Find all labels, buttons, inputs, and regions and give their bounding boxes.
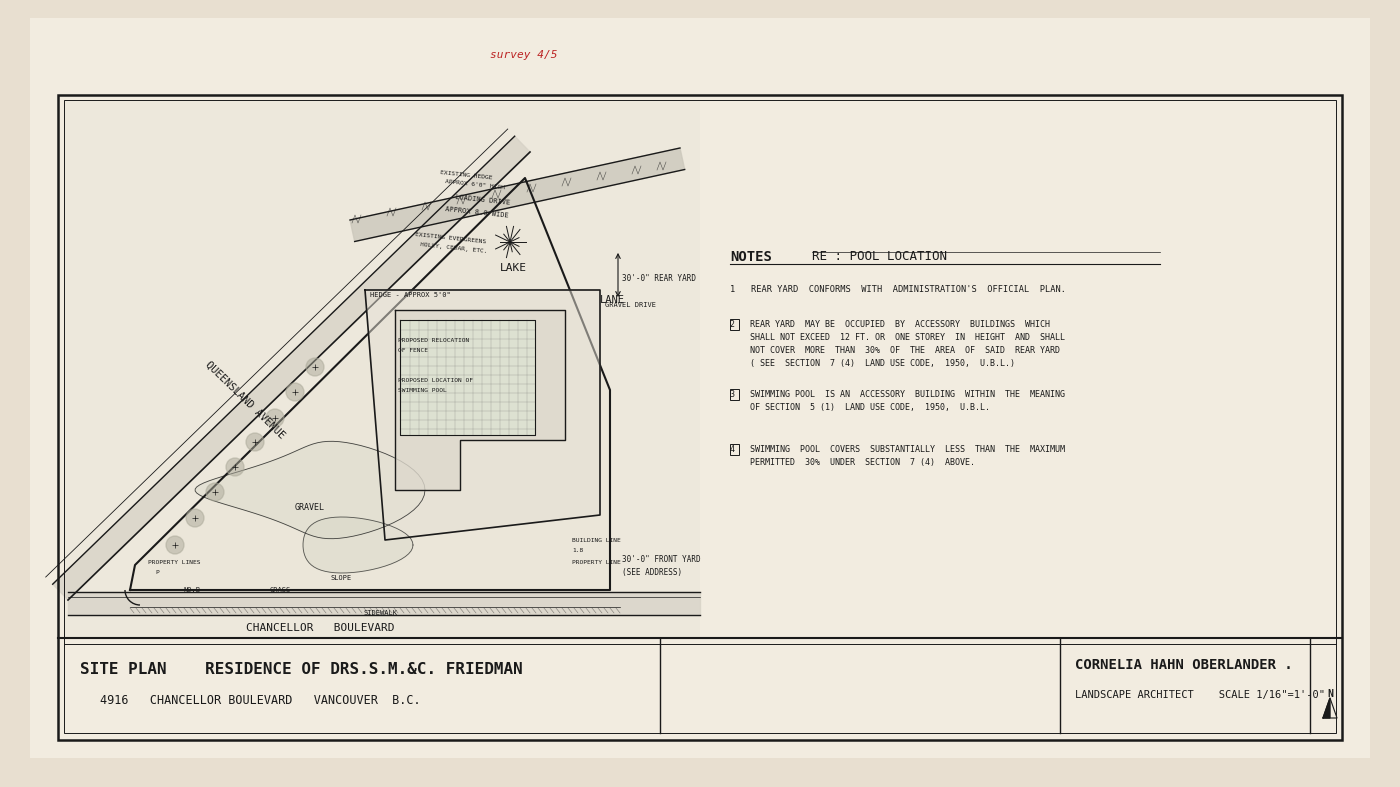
- Circle shape: [307, 358, 323, 376]
- Text: LOADING DRIVE: LOADING DRIVE: [455, 194, 511, 206]
- Circle shape: [186, 509, 204, 527]
- Text: PERMITTED  30%  UNDER  SECTION  7 (4)  ABOVE.: PERMITTED 30% UNDER SECTION 7 (4) ABOVE.: [729, 458, 974, 467]
- Text: GRAVEL: GRAVEL: [295, 503, 325, 512]
- Text: 30'-0" REAR YARD: 30'-0" REAR YARD: [622, 274, 696, 283]
- Text: (SEE ADDRESS): (SEE ADDRESS): [622, 567, 682, 577]
- Text: LANDSCAPE ARCHITECT    SCALE 1/16"=1'-0": LANDSCAPE ARCHITECT SCALE 1/16"=1'-0": [1075, 690, 1324, 700]
- Text: BUILDING LINE: BUILDING LINE: [573, 538, 620, 542]
- Bar: [729, 389, 739, 400]
- Text: 30'-0" FRONT YARD: 30'-0" FRONT YARD: [622, 556, 700, 564]
- Polygon shape: [195, 442, 426, 538]
- Text: APPROX 8.0 WIDE: APPROX 8.0 WIDE: [445, 205, 510, 218]
- Circle shape: [167, 536, 183, 554]
- Text: 3   SWIMMING POOL  IS AN  ACCESSORY  BUILDING  WITHIN  THE  MEANING: 3 SWIMMING POOL IS AN ACCESSORY BUILDING…: [729, 390, 1065, 399]
- Text: PROPERTY LINES: PROPERTY LINES: [148, 560, 200, 564]
- Text: EXISTING EVERGREENS: EXISTING EVERGREENS: [414, 232, 486, 244]
- Text: PROPOSED RELOCATION: PROPOSED RELOCATION: [398, 338, 469, 342]
- Circle shape: [206, 483, 224, 501]
- Text: LAKE: LAKE: [500, 263, 526, 273]
- Circle shape: [286, 383, 304, 401]
- Circle shape: [266, 409, 284, 427]
- Polygon shape: [130, 178, 610, 590]
- Text: SHALL NOT EXCEED  12 FT. OR  ONE STOREY  IN  HEIGHT  AND  SHALL: SHALL NOT EXCEED 12 FT. OR ONE STOREY IN…: [729, 333, 1065, 342]
- Text: SWIMMING POOL: SWIMMING POOL: [398, 387, 447, 393]
- Text: CORNELIA HAHN OBERLANDER .: CORNELIA HAHN OBERLANDER .: [1075, 658, 1292, 672]
- Text: 4   SWIMMING  POOL  COVERS  SUBSTANTIALLY  LESS  THAN  THE  MAXIMUM: 4 SWIMMING POOL COVERS SUBSTANTIALLY LES…: [729, 445, 1065, 454]
- Text: GRAVEL DRIVE: GRAVEL DRIVE: [605, 302, 657, 308]
- Circle shape: [225, 458, 244, 476]
- Bar: [729, 319, 739, 330]
- Polygon shape: [69, 592, 700, 615]
- Text: SLOPE: SLOPE: [330, 575, 351, 581]
- Text: PROPERTY LINE: PROPERTY LINE: [573, 560, 620, 564]
- Polygon shape: [400, 320, 535, 435]
- Polygon shape: [350, 148, 685, 242]
- Text: EXISTING HEDGE: EXISTING HEDGE: [440, 170, 493, 180]
- Text: NOTES: NOTES: [729, 250, 771, 264]
- Text: HEDGE - APPROX 5'0": HEDGE - APPROX 5'0": [370, 292, 451, 298]
- Text: 2   REAR YARD  MAY BE  OCCUPIED  BY  ACCESSORY  BUILDINGS  WHICH: 2 REAR YARD MAY BE OCCUPIED BY ACCESSORY…: [729, 320, 1050, 329]
- Text: 1   REAR YARD  CONFORMS  WITH  ADMINISTRATION'S  OFFICIAL  PLAN.: 1 REAR YARD CONFORMS WITH ADMINISTRATION…: [729, 285, 1065, 294]
- Text: OF FENCE: OF FENCE: [398, 348, 428, 353]
- Text: 1.8: 1.8: [573, 548, 584, 552]
- Text: CHANCELLOR   BOULEVARD: CHANCELLOR BOULEVARD: [246, 623, 395, 633]
- Text: SIDEWALK: SIDEWALK: [363, 610, 398, 616]
- Text: P: P: [155, 571, 158, 575]
- Text: GRASS: GRASS: [270, 587, 291, 593]
- Polygon shape: [1323, 698, 1330, 718]
- Text: APPROX 6'0" HIGH: APPROX 6'0" HIGH: [445, 179, 505, 190]
- Polygon shape: [53, 136, 531, 600]
- Text: OF SECTION  5 (1)  LAND USE CODE,  1950,  U.B.L.: OF SECTION 5 (1) LAND USE CODE, 1950, U.…: [729, 403, 990, 412]
- Text: NOT COVER  MORE  THAN  30%  OF  THE  AREA  OF  SAID  REAR YARD: NOT COVER MORE THAN 30% OF THE AREA OF S…: [729, 346, 1060, 355]
- Text: SITE PLAN    RESIDENCE OF DRS.S.M.&C. FRIEDMAN: SITE PLAN RESIDENCE OF DRS.S.M.&C. FRIED…: [80, 663, 522, 678]
- Text: RE : POOL LOCATION: RE : POOL LOCATION: [812, 250, 946, 263]
- Polygon shape: [302, 517, 413, 573]
- Text: N: N: [1327, 689, 1333, 699]
- Bar: [64, 100, 700, 638]
- Bar: [729, 444, 739, 455]
- Text: 4916   CHANCELLOR BOULEVARD   VANCOUVER  B.C.: 4916 CHANCELLOR BOULEVARD VANCOUVER B.C.: [99, 693, 420, 707]
- Text: ( SEE  SECTION  7 (4)  LAND USE CODE,  1950,  U.B.L.): ( SEE SECTION 7 (4) LAND USE CODE, 1950,…: [729, 359, 1015, 368]
- Bar: [57, 95, 1343, 740]
- Text: PROPOSED LOCATION OF: PROPOSED LOCATION OF: [398, 378, 473, 382]
- Text: LANE: LANE: [601, 295, 624, 305]
- Text: QUEENSLAND AVENUE: QUEENSLAND AVENUE: [203, 360, 287, 441]
- Text: survey 4/5: survey 4/5: [490, 50, 557, 60]
- Text: HOLLY, CEDAR, ETC.: HOLLY, CEDAR, ETC.: [420, 242, 487, 254]
- Circle shape: [246, 433, 265, 451]
- Polygon shape: [365, 290, 601, 540]
- Polygon shape: [395, 310, 566, 490]
- Text: NO.B: NO.B: [183, 587, 200, 593]
- Bar: [64, 100, 1336, 733]
